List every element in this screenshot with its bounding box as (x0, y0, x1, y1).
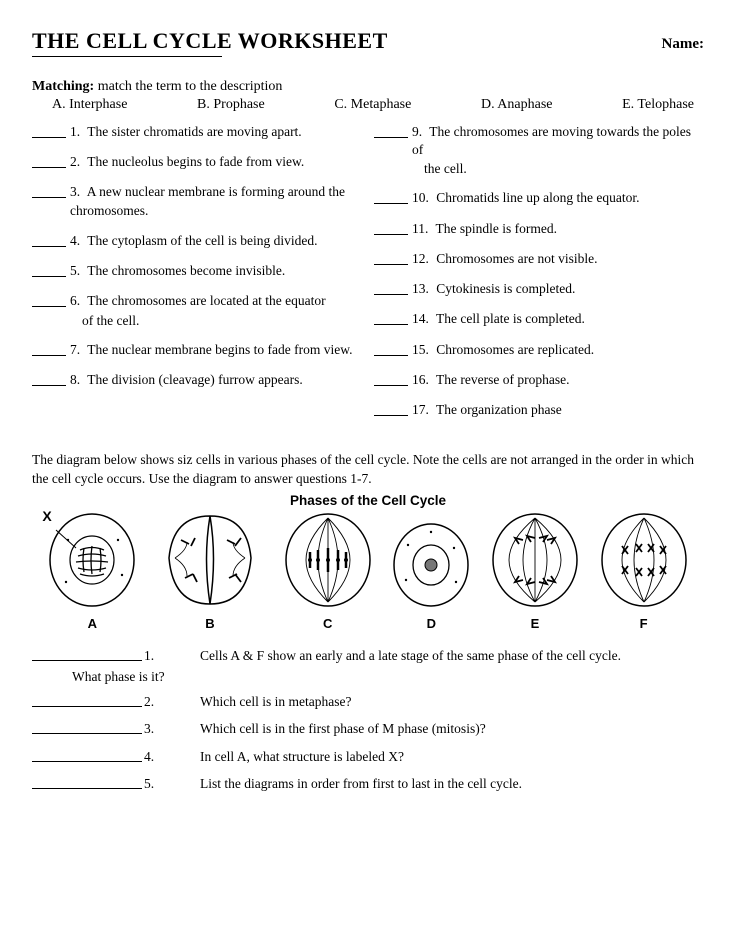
cell-e: E (489, 510, 581, 631)
cell-a-label: A (88, 616, 97, 631)
option-e: E. Telophase (622, 97, 694, 113)
answer-blank[interactable] (32, 718, 142, 734)
answer-blank[interactable] (32, 691, 142, 707)
matching-item: 2. The nucleolus begins to fade from vie… (32, 153, 362, 171)
cell-d: D (390, 520, 472, 631)
answer-blank[interactable] (32, 123, 66, 138)
diagram-question: 2.Which cell is in metaphase? (32, 691, 704, 713)
answer-blank[interactable] (32, 645, 142, 661)
answer-blank[interactable] (374, 401, 408, 416)
worksheet-page: THE CELL CYCLE WORKSHEET Name: Matching:… (0, 0, 736, 815)
option-a: A. Interphase (52, 97, 127, 113)
header: THE CELL CYCLE WORKSHEET Name: (32, 28, 704, 54)
cell-f-icon (598, 510, 690, 610)
name-label: Name: (662, 36, 704, 53)
matching-item: 17. The organization phase (374, 401, 704, 419)
matching-item: 10. Chromatids line up along the equator… (374, 189, 704, 207)
cell-d-label: D (427, 616, 436, 631)
part2-questions: 1.Cells A & F show an early and a late s… (32, 645, 704, 795)
option-b: B. Prophase (197, 97, 265, 113)
cell-b: B (155, 510, 265, 631)
title-underline (32, 56, 222, 57)
options-row: A. Interphase B. Prophase C. Metaphase D… (32, 97, 704, 113)
matching-item: 3. A new nuclear membrane is forming aro… (32, 183, 362, 219)
right-column: 9. The chromosomes are moving towards th… (374, 123, 704, 431)
matching-item: 6. The chromosomes are located at the eq… (32, 292, 362, 310)
cell-b-label: B (205, 616, 214, 631)
page-title: THE CELL CYCLE WORKSHEET (32, 28, 388, 54)
answer-blank[interactable] (374, 220, 408, 235)
diagram-question: 5.List the diagrams in order from first … (32, 773, 704, 795)
diagram-question: 3.Which cell is in the first phase of M … (32, 718, 704, 740)
matching-bold: Matching: (32, 79, 94, 94)
diagram-intro: The diagram below shows siz cells in var… (32, 451, 704, 489)
question-sub: What phase is it? (32, 669, 704, 685)
cell-b-icon (155, 510, 265, 610)
diagram-question: 1.Cells A & F show an early and a late s… (32, 645, 704, 667)
answer-blank[interactable] (32, 292, 66, 307)
answer-blank[interactable] (374, 341, 408, 356)
matching-item: 14. The cell plate is completed. (374, 310, 704, 328)
cell-a-icon (46, 510, 138, 610)
matching-item: 12. Chromosomes are not visible. (374, 250, 704, 268)
cell-f-label: F (640, 616, 648, 631)
answer-blank[interactable] (32, 262, 66, 277)
matching-rest: match the term to the description (94, 79, 282, 94)
matching-item: 4. The cytoplasm of the cell is being di… (32, 232, 362, 250)
option-c: C. Metaphase (334, 97, 411, 113)
matching-item: 9. The chromosomes are moving towards th… (374, 123, 704, 159)
answer-blank[interactable] (374, 123, 408, 138)
x-label: X (42, 508, 51, 524)
option-d: D. Anaphase (481, 97, 553, 113)
matching-item: 15. Chromosomes are replicated. (374, 341, 704, 359)
answer-blank[interactable] (374, 280, 408, 295)
cell-e-label: E (531, 616, 540, 631)
answer-blank[interactable] (32, 341, 66, 356)
cell-e-icon (489, 510, 581, 610)
matching-item: 11. The spindle is formed. (374, 220, 704, 238)
matching-heading: Matching: match the term to the descript… (32, 79, 704, 95)
left-column: 1. The sister chromatids are moving apar… (32, 123, 362, 431)
cell-c-label: C (323, 616, 332, 631)
answer-blank[interactable] (32, 153, 66, 168)
cell-a: X A (46, 510, 138, 631)
matching-item: 7. The nuclear membrane begins to fade f… (32, 341, 362, 359)
matching-item: 8. The division (cleavage) furrow appear… (32, 371, 362, 389)
answer-blank[interactable] (374, 189, 408, 204)
matching-item: 13. Cytokinesis is completed. (374, 280, 704, 298)
answer-blank[interactable] (32, 232, 66, 247)
matching-item: 16. The reverse of prophase. (374, 371, 704, 389)
cell-d-icon (390, 520, 472, 610)
diagram-title: Phases of the Cell Cycle (32, 493, 704, 508)
cell-f: F (598, 510, 690, 631)
cell-c-icon (282, 510, 374, 610)
answer-blank[interactable] (32, 371, 66, 386)
diagram-row: X A B (32, 510, 704, 631)
cell-c: C (282, 510, 374, 631)
matching-item: 5. The chromosomes become invisible. (32, 262, 362, 280)
diagram-question: 4.In cell A, what structure is labeled X… (32, 746, 704, 768)
answer-blank[interactable] (374, 250, 408, 265)
matching-item: 1. The sister chromatids are moving apar… (32, 123, 362, 141)
question-continuation: of the cell. (32, 313, 362, 329)
answer-blank[interactable] (32, 746, 142, 762)
answer-blank[interactable] (374, 310, 408, 325)
matching-columns: 1. The sister chromatids are moving apar… (32, 123, 704, 431)
answer-blank[interactable] (374, 371, 408, 386)
question-continuation: the cell. (374, 161, 704, 177)
answer-blank[interactable] (32, 773, 142, 789)
answer-blank[interactable] (32, 183, 66, 198)
